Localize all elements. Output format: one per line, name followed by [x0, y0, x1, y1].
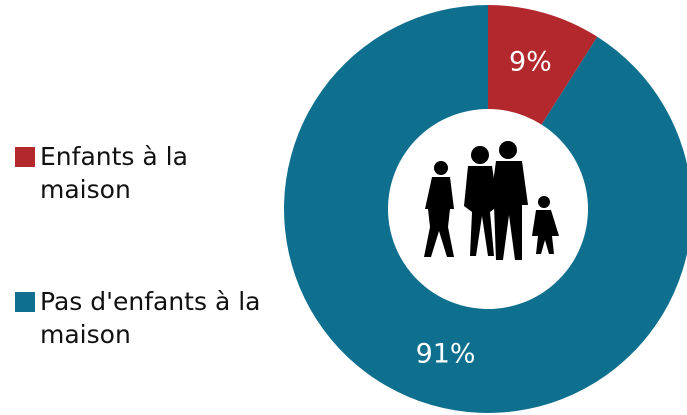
- family-icon: [424, 141, 559, 260]
- legend-label: Enfants à la maison: [40, 142, 188, 204]
- slice: [284, 5, 687, 413]
- legend-label: Pas d'enfants à la maison: [40, 287, 261, 349]
- legend-item: Pas d'enfants à la maison: [15, 285, 285, 351]
- legend-swatch: [15, 147, 35, 167]
- value-label: 91%: [416, 338, 476, 369]
- value-label: 9%: [509, 47, 552, 78]
- legend-item: Enfants à la maison: [15, 140, 285, 206]
- legend-swatch: [15, 292, 35, 312]
- slice: [488, 5, 598, 125]
- slices: [284, 5, 687, 413]
